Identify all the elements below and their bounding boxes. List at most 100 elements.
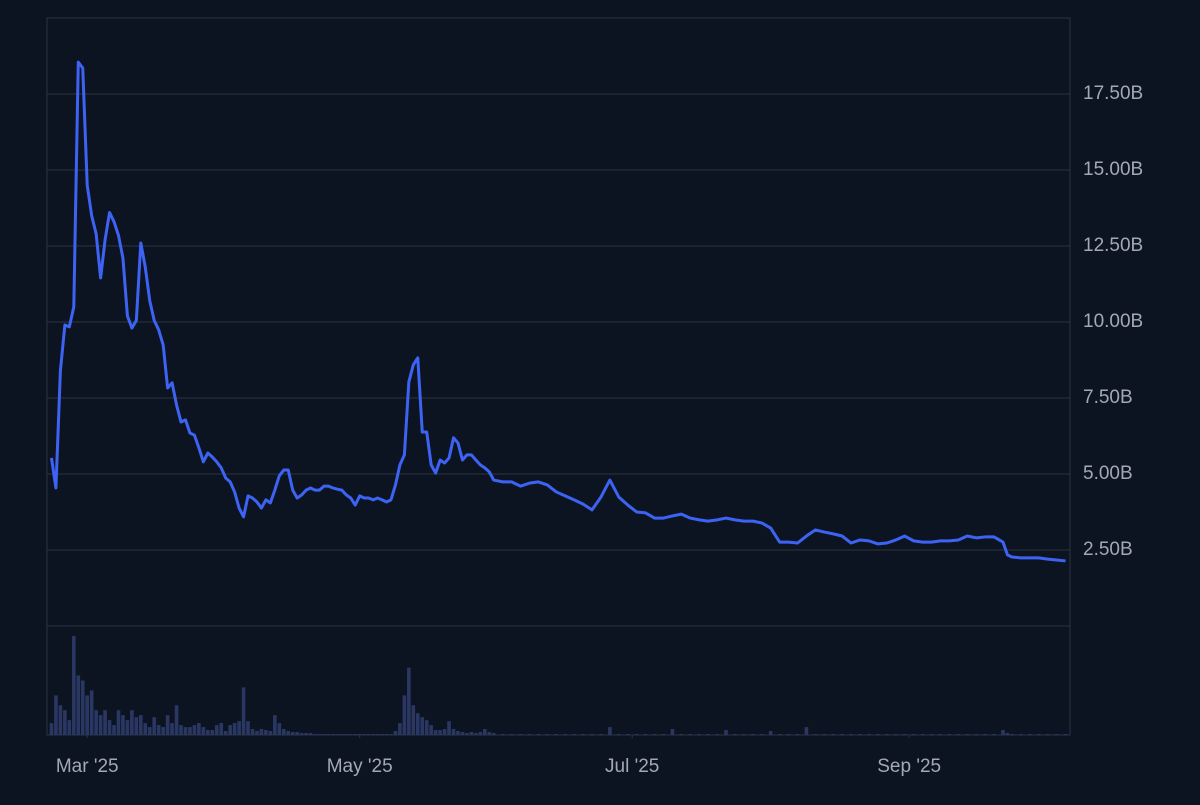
x-tick-label: May '25 — [327, 756, 393, 777]
volume-bar — [1019, 734, 1023, 735]
volume-bar — [407, 667, 411, 735]
volume-bar — [80, 680, 85, 735]
volume-bar — [742, 734, 746, 735]
volume-bar — [518, 734, 523, 735]
volume-bar — [290, 732, 295, 735]
volume-bar — [375, 734, 380, 735]
volume-bar — [130, 710, 134, 735]
volume-bar — [527, 734, 532, 735]
volume-bar — [94, 710, 98, 735]
volume-bar — [107, 720, 112, 735]
volume-bar — [688, 734, 693, 735]
volume-bar — [759, 734, 764, 735]
volume-bar — [1027, 734, 1032, 735]
volume-bar — [572, 734, 576, 735]
volume-bar — [487, 732, 492, 735]
volume-bar — [822, 734, 827, 735]
volume-bar — [840, 734, 844, 735]
volume-bar — [415, 713, 420, 735]
volume-bar — [112, 725, 116, 735]
volume-bar — [1005, 733, 1010, 735]
volume-bar — [893, 734, 898, 735]
volume-bar — [67, 720, 72, 735]
volume-bar — [313, 734, 317, 735]
volume-bar — [348, 734, 353, 735]
volume-bar — [545, 734, 550, 735]
volume-bar — [460, 732, 465, 735]
volume-bar — [849, 734, 853, 735]
x-tick-label: Mar '25 — [56, 756, 119, 777]
volume-bar — [277, 723, 282, 735]
volume-bar — [599, 734, 603, 735]
volume-bar — [139, 715, 143, 735]
volume-bar — [625, 734, 630, 735]
y-tick-label: 2.50B — [1083, 539, 1133, 560]
volume-bar — [447, 721, 451, 735]
volume-bar — [697, 734, 702, 735]
volume-bar — [331, 734, 335, 735]
volume-bar — [264, 730, 268, 735]
volume-bar — [49, 723, 54, 735]
volume-bar — [223, 731, 228, 735]
volume-bar — [402, 695, 407, 735]
volume-bar — [362, 734, 366, 735]
volume-bar — [911, 734, 916, 735]
volume-bar — [831, 734, 836, 735]
volume-bar — [992, 734, 996, 735]
volume-bar — [121, 715, 125, 735]
volume-bar — [259, 729, 264, 735]
volume-bar — [340, 734, 344, 735]
volume-bar — [295, 732, 299, 735]
volume-bar — [335, 734, 340, 735]
volume-bar — [389, 734, 393, 735]
volume-bar — [965, 734, 970, 735]
volume-bar — [424, 720, 429, 735]
volume-bar — [344, 734, 349, 735]
volume-bar — [255, 731, 259, 735]
volume-bar — [715, 734, 719, 735]
x-tick-label: Sep '25 — [877, 756, 941, 777]
volume-bar — [134, 717, 139, 735]
volume-bar — [188, 727, 192, 735]
volume-bar — [500, 734, 505, 735]
volume-bar — [58, 705, 63, 735]
volume-bar — [947, 734, 952, 735]
plot-frame — [46, 17, 1071, 736]
volume-bar — [210, 730, 215, 735]
volume-bar — [679, 734, 684, 735]
volume-bar — [228, 725, 232, 735]
volume-bar — [974, 734, 978, 735]
volume-bar — [286, 731, 291, 735]
volume-bar — [170, 723, 174, 735]
volume-bar — [357, 734, 362, 735]
volume-bar — [268, 731, 273, 735]
volume-bar — [885, 734, 889, 735]
y-tick-label: 15.00B — [1083, 159, 1143, 180]
volume-bar — [183, 727, 188, 735]
volume-bar — [465, 733, 469, 735]
volume-bar — [72, 635, 76, 735]
volume-bar — [751, 734, 755, 735]
volume-bar — [308, 733, 313, 735]
volume-bar — [956, 734, 961, 735]
volume-bar — [478, 732, 483, 735]
volume-bar — [197, 723, 201, 735]
volume-bar — [920, 734, 925, 735]
volume-bar — [590, 734, 594, 735]
volume-bar — [152, 717, 157, 735]
volume-bar — [156, 725, 161, 735]
volume-bar — [420, 717, 425, 735]
volume-bar — [165, 715, 170, 735]
volume-bar — [246, 721, 250, 735]
volume-bar — [116, 710, 121, 735]
volume-bar — [380, 734, 384, 735]
volume-bar — [733, 734, 737, 735]
volume-bar — [876, 734, 880, 735]
volume-bar — [563, 734, 568, 735]
volume-bar — [54, 695, 58, 735]
volume-bar — [902, 734, 907, 735]
volume-bar — [581, 734, 585, 735]
volume-bar — [442, 729, 447, 735]
volume-bar — [237, 721, 241, 735]
volume-bar — [451, 729, 456, 735]
